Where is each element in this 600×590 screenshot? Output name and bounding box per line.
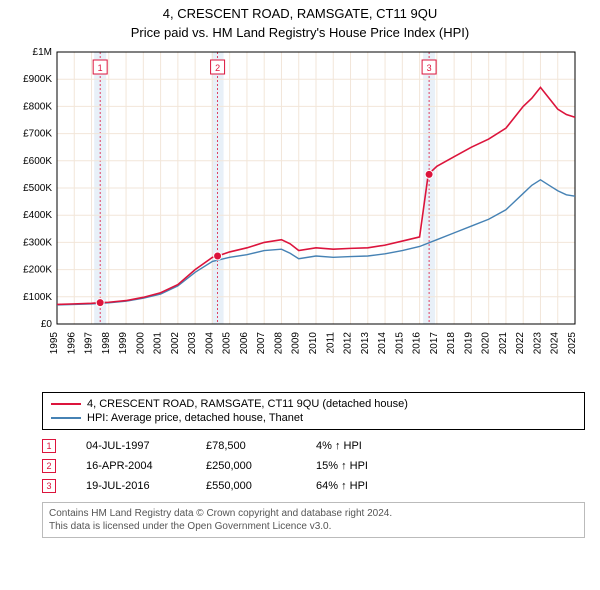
- svg-text:2023: 2023: [532, 332, 543, 355]
- footer-attribution: Contains HM Land Registry data © Crown c…: [42, 502, 585, 538]
- svg-text:2011: 2011: [325, 332, 336, 354]
- svg-text:2019: 2019: [463, 332, 474, 355]
- svg-text:2022: 2022: [515, 332, 526, 355]
- svg-text:2000: 2000: [135, 332, 146, 355]
- svg-text:1998: 1998: [101, 332, 112, 355]
- svg-text:2002: 2002: [170, 332, 181, 355]
- transaction-date: 04-JUL-1997: [86, 440, 176, 452]
- svg-text:2018: 2018: [446, 332, 457, 355]
- transaction-price: £78,500: [206, 440, 286, 452]
- transaction-hpi: 15% ↑ HPI: [316, 460, 406, 472]
- svg-text:2025: 2025: [567, 332, 578, 355]
- legend-label: HPI: Average price, detached house, Than…: [87, 412, 303, 424]
- transactions-table: 1 04-JUL-1997 £78,500 4% ↑ HPI 2 16-APR-2004 £…: [42, 436, 585, 496]
- chart-title-line2: Price paid vs. HM Land Registry's House …: [0, 21, 600, 44]
- transaction-date: 19-JUL-2016: [86, 480, 176, 492]
- transaction-marker: 1: [42, 439, 56, 453]
- transaction-row: 3 19-JUL-2016 £550,000 64% ↑ HPI: [42, 476, 585, 496]
- transaction-row: 1 04-JUL-1997 £78,500 4% ↑ HPI: [42, 436, 585, 456]
- transaction-marker: 2: [42, 459, 56, 473]
- transaction-hpi: 4% ↑ HPI: [316, 440, 406, 452]
- svg-text:£0: £0: [41, 319, 53, 330]
- legend-swatch: [51, 417, 81, 419]
- transaction-marker: 3: [42, 479, 56, 493]
- svg-text:£900K: £900K: [23, 74, 52, 85]
- svg-text:2024: 2024: [550, 332, 561, 355]
- legend-label: 4, CRESCENT ROAD, RAMSGATE, CT11 9QU (de…: [87, 398, 408, 410]
- svg-text:2: 2: [215, 63, 220, 73]
- legend-swatch: [51, 403, 81, 405]
- svg-text:£800K: £800K: [23, 101, 52, 112]
- svg-text:£700K: £700K: [23, 129, 52, 140]
- svg-text:2008: 2008: [273, 332, 284, 355]
- transaction-row: 2 16-APR-2004 £250,000 15% ↑ HPI: [42, 456, 585, 476]
- svg-text:£1M: £1M: [33, 47, 52, 58]
- svg-text:2006: 2006: [239, 332, 250, 355]
- legend-row: 4, CRESCENT ROAD, RAMSGATE, CT11 9QU (de…: [51, 397, 576, 411]
- svg-text:2012: 2012: [343, 332, 354, 355]
- footer-line2: This data is licensed under the Open Gov…: [49, 520, 578, 533]
- svg-text:1: 1: [98, 63, 103, 73]
- chart-area: £0 £100K £200K £300K £400K £500K £600K £700K £80…: [15, 44, 585, 384]
- svg-text:2001: 2001: [153, 332, 164, 355]
- svg-text:2015: 2015: [394, 332, 405, 355]
- svg-text:2017: 2017: [429, 332, 440, 355]
- svg-text:2004: 2004: [204, 332, 215, 355]
- chart-svg: £0 £100K £200K £300K £400K £500K £600K £700K £80…: [15, 44, 585, 384]
- svg-text:£100K: £100K: [23, 292, 52, 303]
- svg-text:2010: 2010: [308, 332, 319, 355]
- svg-text:£500K: £500K: [23, 183, 52, 194]
- svg-text:3: 3: [427, 63, 432, 73]
- svg-text:1999: 1999: [118, 332, 129, 355]
- svg-text:£200K: £200K: [23, 265, 52, 276]
- svg-text:1995: 1995: [49, 332, 60, 355]
- svg-text:2021: 2021: [498, 332, 509, 355]
- legend-row: HPI: Average price, detached house, Than…: [51, 411, 576, 425]
- footer-line1: Contains HM Land Registry data © Crown c…: [49, 507, 578, 520]
- svg-text:2009: 2009: [291, 332, 302, 355]
- svg-text:1997: 1997: [84, 332, 95, 355]
- svg-text:2003: 2003: [187, 332, 198, 355]
- svg-text:2014: 2014: [377, 332, 388, 355]
- legend-box: 4, CRESCENT ROAD, RAMSGATE, CT11 9QU (de…: [42, 392, 585, 430]
- svg-text:2007: 2007: [256, 332, 267, 355]
- svg-text:2005: 2005: [222, 332, 233, 355]
- transaction-price: £250,000: [206, 460, 286, 472]
- transaction-price: £550,000: [206, 480, 286, 492]
- svg-text:£300K: £300K: [23, 237, 52, 248]
- transaction-hpi: 64% ↑ HPI: [316, 480, 406, 492]
- svg-text:2013: 2013: [360, 332, 371, 355]
- svg-text:£600K: £600K: [23, 156, 52, 167]
- transaction-date: 16-APR-2004: [86, 460, 176, 472]
- svg-text:2016: 2016: [412, 332, 423, 355]
- svg-text:2020: 2020: [481, 332, 492, 355]
- svg-text:£400K: £400K: [23, 210, 52, 221]
- chart-title-line1: 4, CRESCENT ROAD, RAMSGATE, CT11 9QU: [0, 0, 600, 21]
- svg-text:1996: 1996: [66, 332, 77, 355]
